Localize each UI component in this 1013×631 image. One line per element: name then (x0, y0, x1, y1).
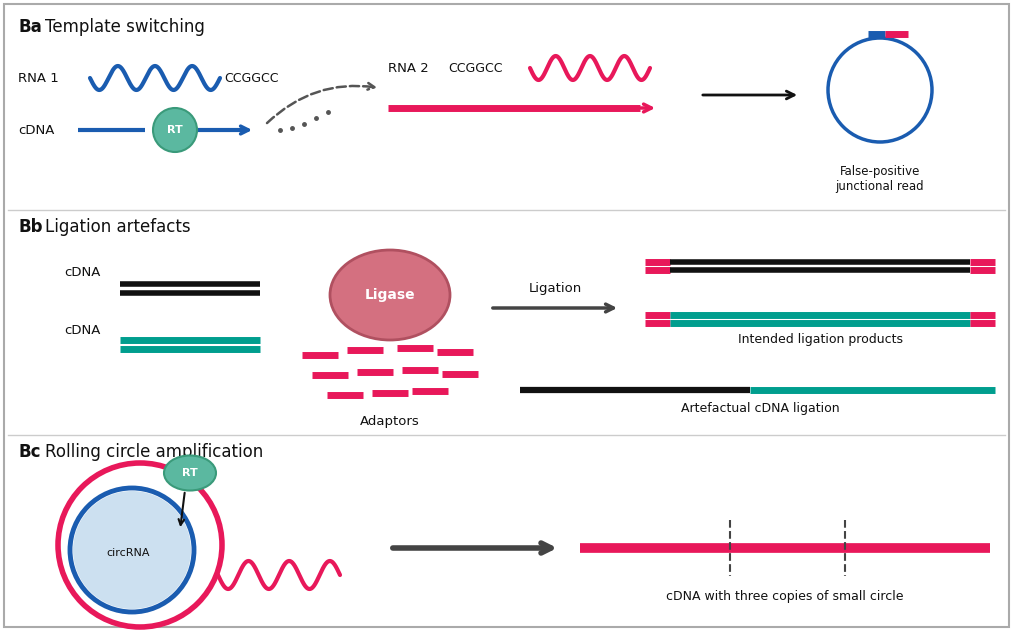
Text: CCGGCC: CCGGCC (448, 61, 502, 74)
Ellipse shape (330, 250, 450, 340)
Text: circRNA: circRNA (106, 548, 150, 558)
Text: cDNA with three copies of small circle: cDNA with three copies of small circle (667, 590, 904, 603)
Text: cDNA: cDNA (64, 324, 100, 336)
Text: Artefactual cDNA ligation: Artefactual cDNA ligation (681, 402, 840, 415)
Ellipse shape (164, 456, 216, 490)
Text: RNA 1: RNA 1 (18, 71, 59, 85)
Text: Rolling circle amplification: Rolling circle amplification (45, 443, 263, 461)
Text: cDNA: cDNA (18, 124, 55, 136)
Text: Template switching: Template switching (45, 18, 205, 36)
Text: Adaptors: Adaptors (361, 415, 419, 428)
Text: Bc: Bc (18, 443, 41, 461)
Text: CCGGCC: CCGGCC (224, 71, 279, 85)
Text: Intended ligation products: Intended ligation products (737, 333, 903, 346)
Text: False-positive
junctional read: False-positive junctional read (836, 165, 924, 193)
Text: RT: RT (167, 125, 183, 135)
FancyArrowPatch shape (267, 83, 375, 123)
Text: Ba: Ba (18, 18, 42, 36)
Text: Ligation: Ligation (529, 282, 581, 295)
Text: Ligation artefacts: Ligation artefacts (45, 218, 190, 236)
Text: RNA 2: RNA 2 (388, 61, 428, 74)
Circle shape (153, 108, 197, 152)
Text: RT: RT (182, 468, 198, 478)
Text: Ligase: Ligase (365, 288, 415, 302)
Circle shape (73, 491, 191, 609)
Text: Bb: Bb (18, 218, 43, 236)
Text: cDNA: cDNA (64, 266, 100, 278)
